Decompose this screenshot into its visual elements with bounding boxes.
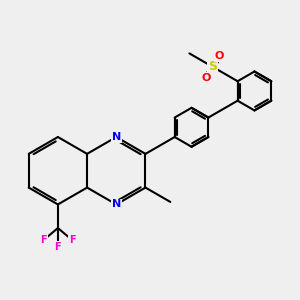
Text: S: S [208, 60, 217, 74]
Text: O: O [202, 73, 211, 83]
Text: F: F [69, 235, 75, 245]
Text: F: F [55, 242, 61, 252]
Text: N: N [112, 200, 121, 209]
Text: N: N [112, 132, 121, 142]
Text: O: O [214, 51, 224, 61]
Text: F: F [40, 235, 47, 245]
